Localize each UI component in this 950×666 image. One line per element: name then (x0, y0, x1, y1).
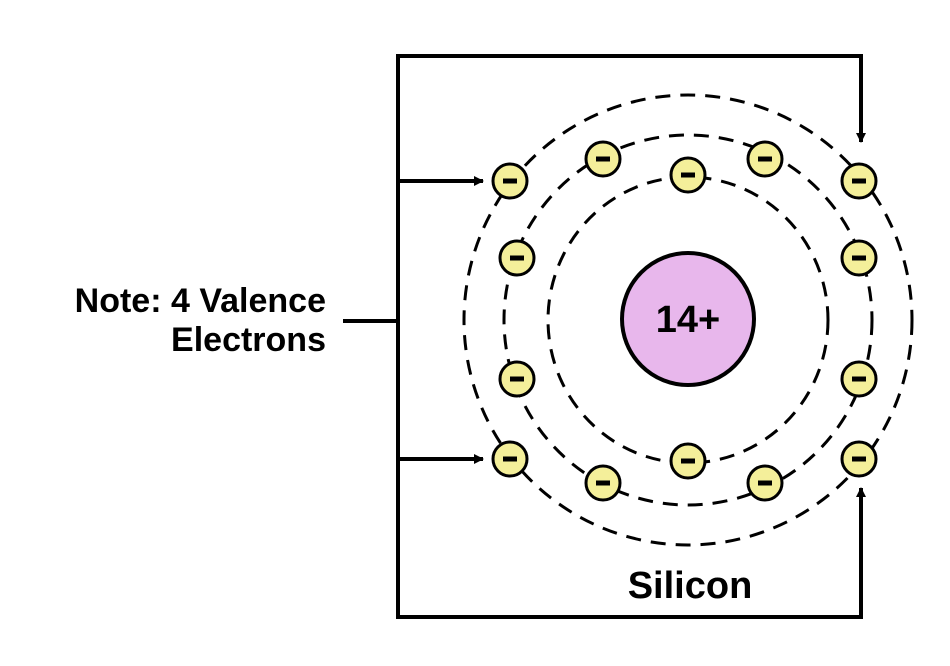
electron-minus-sign (758, 156, 772, 162)
electron-minus-sign (681, 172, 695, 178)
electron-minus-sign (596, 480, 610, 486)
electron (491, 440, 529, 478)
electron (840, 239, 878, 277)
electron-minus-sign (510, 255, 524, 261)
electron (491, 162, 529, 200)
middle-shell (502, 133, 874, 507)
electron-minus-sign (852, 376, 866, 382)
note-line-2: Electrons (171, 321, 326, 359)
bottom-pointer-line (396, 321, 866, 619)
top-pointer-line (396, 54, 866, 321)
nucleus-circle (620, 251, 756, 387)
electron-minus-sign (596, 156, 610, 162)
nucleus: 14+ (620, 251, 756, 387)
electron (584, 464, 622, 502)
electron-minus-sign (852, 178, 866, 184)
electron (498, 360, 536, 398)
outer-shell (462, 93, 914, 547)
electron (746, 464, 784, 502)
electron (584, 140, 622, 178)
electron-minus-sign (503, 178, 517, 184)
electron (669, 442, 707, 480)
electron-minus-sign (503, 456, 517, 462)
note-line-1: Note: 4 Valence (75, 282, 326, 320)
electrons (491, 140, 878, 502)
electron-minus-sign (852, 456, 866, 462)
electron (840, 440, 878, 478)
electron (840, 360, 878, 398)
electron-minus-sign (681, 458, 695, 464)
electron (840, 162, 878, 200)
electron-shells (462, 93, 914, 547)
inner-shell (546, 175, 830, 465)
element-name: Silicon (628, 565, 753, 607)
electron-minus-sign (852, 255, 866, 261)
electron (498, 239, 536, 277)
nucleus-charge: 14+ (656, 299, 720, 341)
electron (669, 156, 707, 194)
electron-minus-sign (758, 480, 772, 486)
electron (746, 140, 784, 178)
pointer-lines (343, 54, 866, 619)
electron-minus-sign (510, 376, 524, 382)
